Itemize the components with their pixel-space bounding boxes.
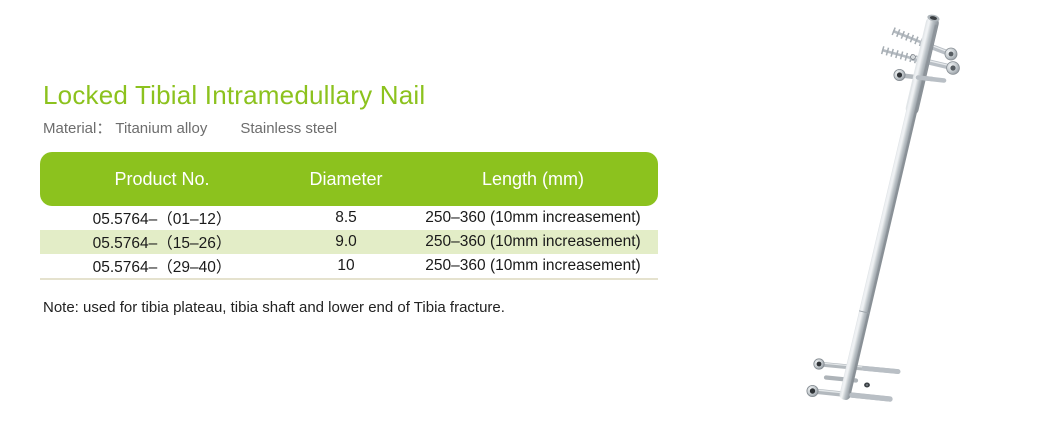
product-photo-intramedullary-nail [806, 14, 960, 402]
proximal-screw-heads [893, 47, 960, 83]
cell-product-no: 05.5764–（01–12） [92, 211, 232, 228]
spec-table: Product No. Diameter Length (mm) 05.5764… [40, 152, 658, 280]
material-option-stainless: Stainless steel [240, 120, 338, 137]
cell-product-no: 05.5764–（29–40） [92, 259, 232, 276]
usage-note: Note: used for tibia plateau, tibia shaf… [43, 299, 505, 316]
distal-pin-heads [806, 358, 901, 402]
material-option-titanium: Titanium alloy [115, 120, 208, 137]
column-header-product-no: Product No. [114, 168, 210, 189]
table-row: 05.5764–（29–40） 10 250–360 (10mm increas… [40, 254, 658, 278]
cell-diameter: 10 [337, 257, 355, 274]
column-header-length: Length (mm) [481, 168, 585, 189]
nail-shaft [839, 14, 940, 400]
material-label: Material： [43, 120, 112, 137]
cell-diameter: 9.0 [335, 233, 357, 250]
spec-table-body: 05.5764–（01–12） 8.5 250–360 (10mm increa… [40, 206, 658, 280]
proximal-screw-hole [910, 54, 916, 60]
table-row: 05.5764–（01–12） 8.5 250–360 (10mm increa… [40, 206, 658, 230]
cell-length: 250–360 (10mm increasement) [425, 257, 641, 274]
table-row: 05.5764–（15–26） 9.0 250–360 (10mm increa… [40, 230, 658, 254]
spec-table-header: Product No. Diameter Length (mm) [40, 152, 658, 206]
column-header-diameter: Diameter [309, 168, 383, 189]
cell-diameter: 8.5 [335, 209, 357, 226]
cell-length: 250–360 (10mm increasement) [425, 209, 641, 226]
page-title: Locked Tibial Intramedullary Nail [43, 80, 426, 110]
cell-product-no: 05.5764–（15–26） [92, 235, 232, 252]
cell-length: 250–360 (10mm increasement) [425, 233, 641, 250]
material-line: Material： Titanium alloy Stainless steel [43, 117, 337, 138]
